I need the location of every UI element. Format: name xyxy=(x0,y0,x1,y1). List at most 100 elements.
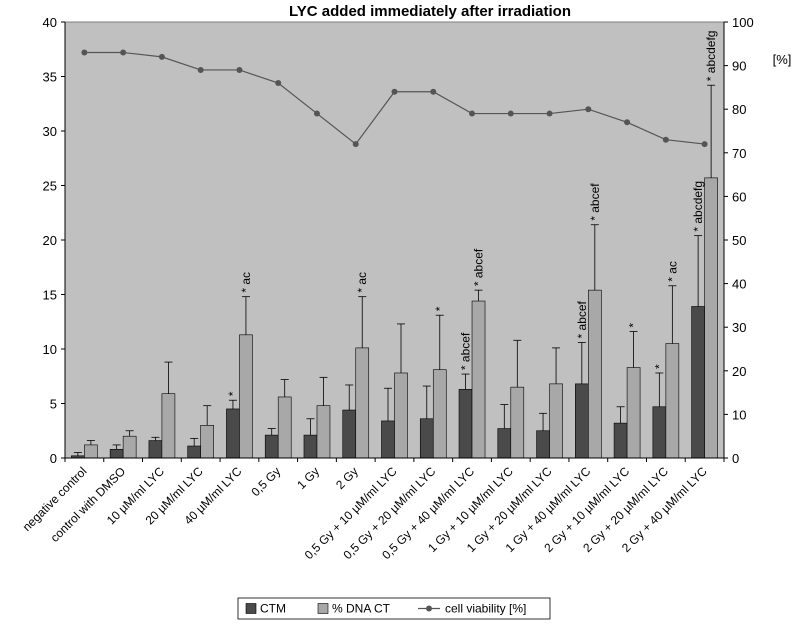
dna-ct-bar xyxy=(471,300,486,459)
dna-ct-bar xyxy=(394,372,408,459)
dna-ct-bar xyxy=(510,386,525,459)
viability-point xyxy=(81,49,88,56)
dna-ct-bar xyxy=(200,424,214,459)
left-tick-label: 5 xyxy=(50,397,57,412)
dna-ct-bar xyxy=(277,396,292,459)
significance-label: * xyxy=(652,364,666,369)
ctm-bar xyxy=(575,383,589,459)
viability-point xyxy=(120,49,127,56)
left-tick-label: 35 xyxy=(43,70,57,85)
significance-label: * abcdefg xyxy=(691,181,705,232)
right-tick-label: 30 xyxy=(732,320,746,335)
viability-point xyxy=(662,136,669,143)
ctm-bar xyxy=(419,418,434,459)
viability-point xyxy=(158,53,165,60)
viability-point xyxy=(701,141,708,148)
right-axis: 0 10 20 30 40 50 60 70 80 90 100 xyxy=(723,15,754,466)
dna-ct-bar xyxy=(355,347,370,459)
significance-label: * abcef xyxy=(575,300,589,338)
significance-label: * ac xyxy=(355,272,369,293)
right-tick-label: 0 xyxy=(732,451,739,466)
ctm-bar xyxy=(109,448,124,459)
significance-label: * abcef xyxy=(472,248,486,286)
legend: CTM % DNA CT cell viability [%] xyxy=(237,597,551,620)
dna-ct-bar xyxy=(704,177,718,459)
ctm-bar xyxy=(691,306,705,459)
viability-point xyxy=(469,110,476,117)
significance-label: * ac xyxy=(239,272,253,293)
viability-point xyxy=(546,110,553,117)
significance-label: * xyxy=(627,323,641,328)
right-tick-label: 10 xyxy=(732,407,746,422)
viability-point xyxy=(197,66,204,73)
right-tick-label: 60 xyxy=(732,189,746,204)
significance-label: * abcef xyxy=(588,183,602,221)
viability-point xyxy=(507,110,514,117)
category-label: negative control xyxy=(20,464,90,534)
significance-label: * ac xyxy=(665,261,679,282)
right-tick-label: 90 xyxy=(732,59,746,74)
dna-ct-bar xyxy=(665,343,680,459)
ctm-bar xyxy=(148,440,163,459)
ctm-bar xyxy=(187,445,201,459)
dna-ct-bar xyxy=(588,289,602,459)
left-tick-label: 0 xyxy=(50,451,57,466)
right-tick-label: 50 xyxy=(732,233,746,248)
left-axis: 0 5 10 15 20 25 30 35 40 xyxy=(43,15,66,466)
right-tick-label: 40 xyxy=(732,277,746,292)
legend-label: cell viability [%] xyxy=(445,602,526,616)
ctm-bar xyxy=(381,420,395,459)
dna-ct-bar xyxy=(161,393,176,459)
viability-point xyxy=(275,80,282,87)
dna-ct-bar xyxy=(239,334,253,459)
dna-ct-bar xyxy=(122,435,137,459)
dna-ct-bar xyxy=(549,383,563,459)
legend-swatch-ctm xyxy=(245,603,257,614)
left-tick-label: 20 xyxy=(43,233,57,248)
ctm-bar xyxy=(264,434,279,459)
viability-point xyxy=(313,110,320,117)
dna-ct-bar xyxy=(316,405,331,459)
annotations-layer: * * abcef * abcef * * abcdefg * ac * ac * * abce… xyxy=(226,31,718,397)
significance-label: * xyxy=(226,391,240,396)
ctm-bar xyxy=(613,422,628,459)
legend-swatch-dna-ct xyxy=(317,603,329,614)
left-tick-label: 15 xyxy=(43,288,57,303)
legend-label: % DNA CT xyxy=(332,602,391,616)
legend-label: CTM xyxy=(260,602,286,616)
left-tick-label: 40 xyxy=(43,15,57,30)
ctm-bar xyxy=(342,409,357,459)
viability-point xyxy=(352,141,359,148)
ctm-bar xyxy=(303,434,318,459)
viability-point xyxy=(236,66,243,73)
significance-label: * xyxy=(433,306,447,311)
error-bars-layer xyxy=(73,84,716,456)
viability-line-layer xyxy=(81,49,708,148)
dna-ct-bar xyxy=(84,444,98,459)
left-tick-label: 10 xyxy=(43,342,57,357)
legend-swatch-viability-point xyxy=(426,605,432,612)
left-tick-label: 30 xyxy=(43,124,57,139)
left-tick-label: 25 xyxy=(43,179,57,194)
chart-title: LYC added immediately after irradiation xyxy=(289,3,571,20)
significance-label: * abcdefg xyxy=(704,31,718,82)
right-axis-label: [%] xyxy=(773,52,792,67)
dna-ct-bar xyxy=(432,369,447,459)
legend-box xyxy=(237,597,551,620)
category-label: 0,5 Gy xyxy=(248,464,283,499)
significance-label: * abcef xyxy=(459,332,473,370)
dna-ct-bar xyxy=(626,367,641,459)
bars-layer xyxy=(71,177,718,459)
ctm-bar xyxy=(497,428,512,459)
right-tick-label: 20 xyxy=(732,364,746,379)
right-tick-label: 100 xyxy=(732,15,754,30)
viability-point xyxy=(585,106,592,113)
viability-point xyxy=(624,119,631,126)
ctm-bar xyxy=(458,389,473,459)
category-label: 2 Gy xyxy=(333,464,361,492)
ctm-bar xyxy=(226,408,240,459)
ctm-bar xyxy=(536,430,550,459)
category-label: 1 Gy xyxy=(294,464,322,492)
